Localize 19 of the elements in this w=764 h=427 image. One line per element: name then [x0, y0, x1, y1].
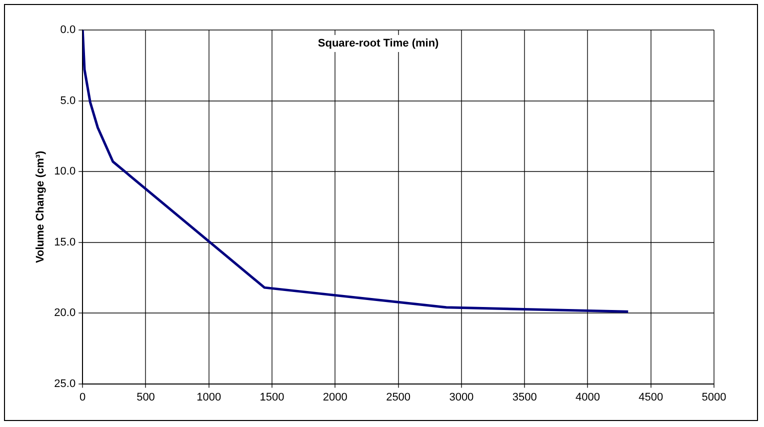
x-tick-label: 3500 — [512, 391, 537, 404]
x-tick-label: 2000 — [322, 391, 348, 404]
x-axis-title: Square-root Time (min) — [318, 38, 440, 50]
y-tick-label: 25.0 — [54, 378, 76, 390]
x-tick-label: 5000 — [702, 391, 726, 404]
x-tick-label: 0 — [80, 391, 86, 404]
y-tick-label: 10.0 — [54, 166, 76, 178]
y-axis-title: Volume Change (cm³) — [34, 150, 47, 264]
y-tick-label: 0.0 — [60, 24, 76, 36]
x-tick-label: 4500 — [638, 391, 664, 404]
y-tick-label: 20.0 — [54, 307, 76, 320]
x-tick-label: 2500 — [386, 391, 411, 404]
x-tick-label: 500 — [136, 391, 155, 404]
y-tick-label: 5.0 — [60, 94, 76, 107]
x-tick-label: 4000 — [575, 391, 600, 404]
x-tick-label: 1500 — [260, 391, 284, 404]
y-tick-label: 15.0 — [54, 236, 76, 248]
x-tick-label: 1000 — [196, 391, 222, 404]
x-tick-label: 3000 — [449, 391, 474, 404]
